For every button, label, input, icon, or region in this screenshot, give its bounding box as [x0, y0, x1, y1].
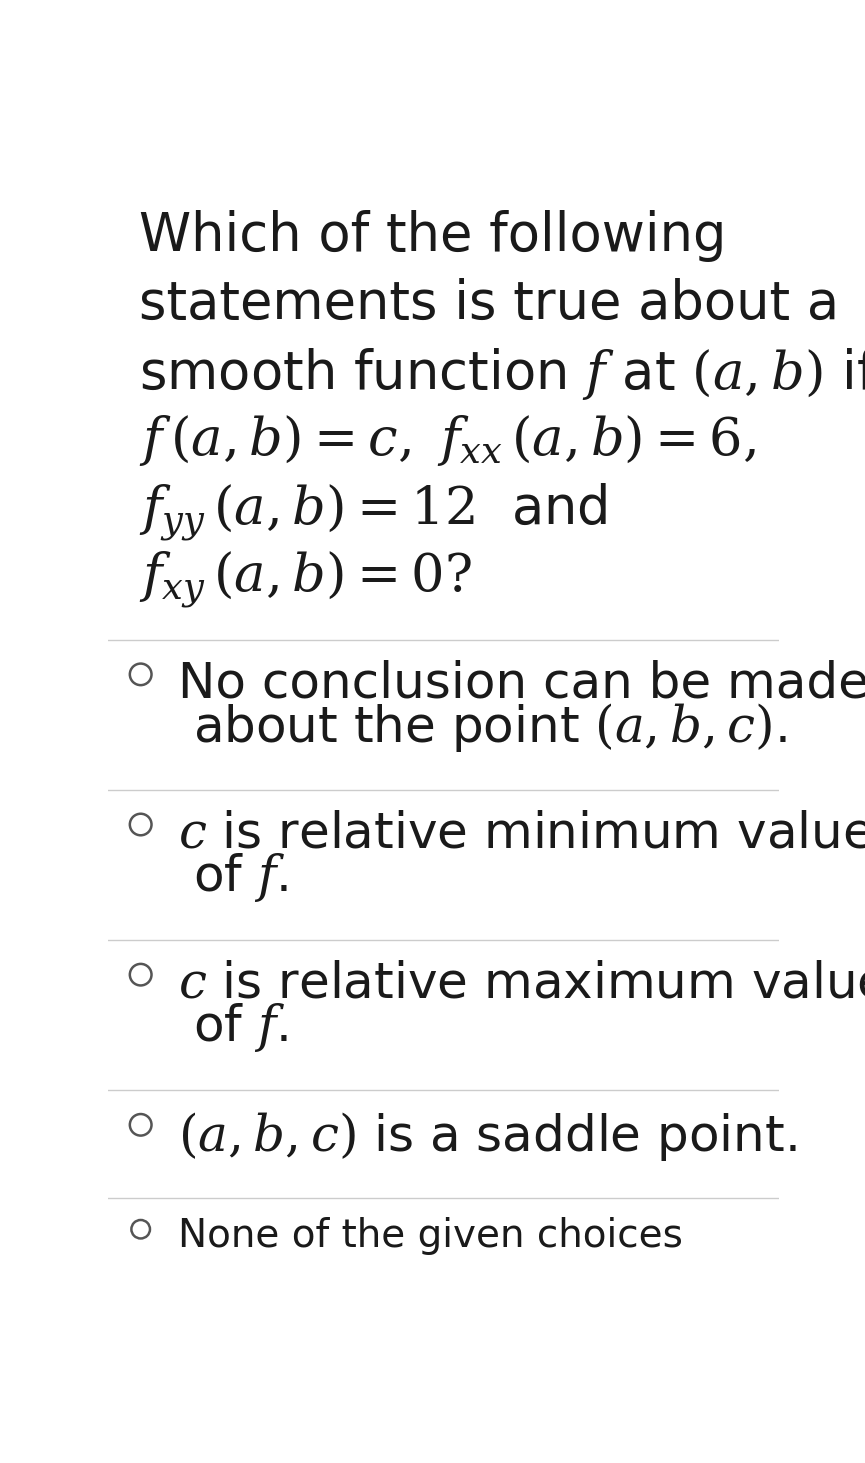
- Text: $f_{yy}\,(a, b) = 12\ $ and: $f_{yy}\,(a, b) = 12\ $ and: [139, 481, 607, 543]
- Text: $c$ is relative maximum value: $c$ is relative maximum value: [178, 960, 865, 1008]
- Text: None of the given choices: None of the given choices: [178, 1217, 682, 1255]
- Text: about the point $(a, b, c)$.: about the point $(a, b, c)$.: [194, 701, 787, 753]
- Text: No conclusion can be made: No conclusion can be made: [178, 660, 865, 707]
- Text: of $f$.: of $f$.: [194, 1001, 288, 1053]
- Text: of $f$.: of $f$.: [194, 851, 288, 904]
- Text: smooth function $f$ at $(a, b)$ if: smooth function $f$ at $(a, b)$ if: [139, 345, 865, 402]
- Text: Which of the following: Which of the following: [139, 211, 727, 262]
- Text: statements is true about a: statements is true about a: [139, 278, 839, 331]
- Text: $f_{xy}\,(a, b) = 0?$: $f_{xy}\,(a, b) = 0?$: [139, 549, 471, 610]
- Text: $f\,(a, b) = c,\ f_{xx}\,(a, b) = 6,$: $f\,(a, b) = c,\ f_{xx}\,(a, b) = 6,$: [139, 414, 756, 468]
- Text: $c$ is relative minimum value: $c$ is relative minimum value: [178, 809, 865, 857]
- Text: $(a, b, c)$ is a saddle point.: $(a, b, c)$ is a saddle point.: [178, 1109, 797, 1163]
